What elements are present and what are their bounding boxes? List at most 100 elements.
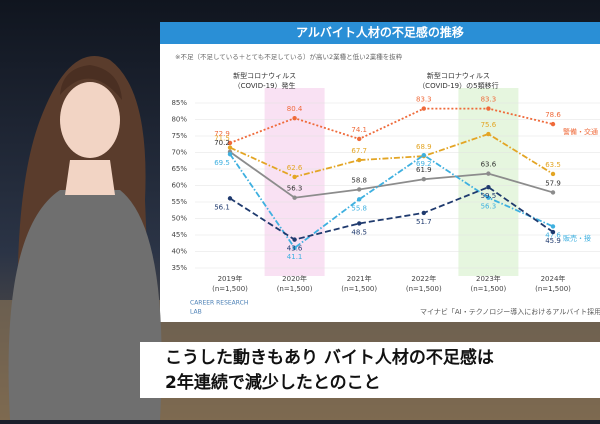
data-label: 48.5 bbox=[351, 228, 367, 236]
point bbox=[486, 131, 491, 137]
y-tick-label: 70% bbox=[171, 149, 187, 157]
annotation: （COVID-19）の5類移行 bbox=[418, 81, 498, 90]
caption: こうした動きもあり バイト人材の不足感は bbox=[165, 347, 494, 368]
data-label: 56.1 bbox=[214, 203, 230, 211]
point bbox=[357, 136, 362, 142]
data-label: 68.9 bbox=[416, 143, 432, 151]
point bbox=[292, 237, 297, 242]
annotation: 新型コロナウィルス bbox=[427, 71, 490, 80]
point bbox=[357, 197, 362, 202]
point bbox=[292, 195, 297, 200]
data-label: 59.5 bbox=[481, 192, 497, 200]
y-tick-label: 55% bbox=[171, 198, 187, 206]
point bbox=[550, 224, 556, 229]
y-tick-label: 60% bbox=[171, 182, 187, 190]
line bbox=[229, 107, 554, 144]
point bbox=[550, 171, 556, 177]
data-label: 69.2 bbox=[416, 160, 432, 168]
point bbox=[421, 152, 426, 158]
annotation: 新型コロナウィルス bbox=[233, 71, 296, 80]
x-tick-label: 2021年 bbox=[347, 274, 372, 283]
line bbox=[229, 186, 554, 241]
point bbox=[227, 151, 233, 157]
data-label: 55.8 bbox=[351, 204, 367, 212]
data-label: 57.9 bbox=[545, 179, 561, 187]
x-tick-label: 2024年 bbox=[541, 274, 566, 283]
point bbox=[357, 187, 362, 192]
x-tick-sublabel: (n=1,500) bbox=[212, 285, 248, 293]
point bbox=[421, 106, 426, 111]
caption-box bbox=[140, 342, 600, 398]
data-label: 80.4 bbox=[287, 105, 303, 113]
data-label: 71.5 bbox=[214, 135, 230, 143]
point bbox=[292, 115, 297, 121]
x-tick-sublabel: (n=1,500) bbox=[406, 285, 442, 293]
y-tick-label: 45% bbox=[171, 231, 187, 239]
point bbox=[421, 210, 426, 216]
data-label: 74.1 bbox=[351, 126, 367, 134]
data-label: 70.2 bbox=[214, 139, 230, 147]
y-tick-label: 50% bbox=[171, 215, 187, 223]
point bbox=[550, 229, 556, 235]
x-tick-sublabel: (n=1,500) bbox=[470, 285, 506, 293]
chart-panel bbox=[160, 22, 600, 322]
x-tick-label: 2020年 bbox=[282, 274, 307, 283]
point bbox=[292, 245, 297, 251]
y-tick-label: 85% bbox=[171, 99, 187, 107]
legend-label: 販売・接 bbox=[563, 233, 591, 242]
data-label: 45.9 bbox=[545, 237, 561, 245]
point bbox=[292, 174, 297, 180]
data-label: 43.6 bbox=[287, 245, 303, 253]
annotation: （COVID-19）発生 bbox=[234, 81, 296, 90]
data-label: 63.5 bbox=[545, 161, 561, 169]
x-tick-sublabel: (n=1,500) bbox=[277, 285, 313, 293]
x-tick-sublabel: (n=1,500) bbox=[341, 285, 377, 293]
data-label: 83.3 bbox=[481, 96, 497, 104]
chart-title: アルバイト人材の不足感の推移 bbox=[296, 25, 464, 40]
y-tick-label: 75% bbox=[171, 132, 187, 140]
caption: 2年連続で減少したとのこと bbox=[165, 372, 381, 393]
y-tick-label: 35% bbox=[171, 264, 187, 272]
point bbox=[550, 190, 556, 195]
data-label: 58.8 bbox=[351, 176, 367, 184]
line bbox=[229, 151, 554, 199]
logo: LAB bbox=[190, 309, 202, 316]
point bbox=[357, 221, 362, 226]
x-tick-label: 2019年 bbox=[218, 274, 243, 283]
logo: CAREER RESEARCH bbox=[190, 300, 248, 307]
data-label: 61.9 bbox=[416, 166, 432, 174]
y-tick-label: 40% bbox=[171, 248, 187, 256]
point bbox=[486, 171, 491, 176]
data-label: 69.5 bbox=[214, 159, 230, 167]
point bbox=[421, 177, 426, 182]
plot: 新型コロナウィルス（COVID-19）発生新型コロナウィルス（COVID-19）… bbox=[171, 71, 600, 293]
point bbox=[227, 145, 233, 150]
data-label: 41.1 bbox=[287, 253, 303, 261]
chart-subtitle: ※不足（不足している＋とても不足している）が高い2業種と低い2業種を抜粋 bbox=[175, 52, 403, 61]
point bbox=[486, 184, 491, 190]
point bbox=[227, 196, 233, 201]
data-label: 67.7 bbox=[351, 147, 367, 155]
y-tick-label: 65% bbox=[171, 165, 187, 173]
source: マイナビ「AI・テクノロジー導入におけるアルバイト採用状況」 bbox=[420, 307, 600, 316]
title-bar bbox=[160, 22, 600, 44]
data-label: 78.6 bbox=[545, 111, 561, 119]
y-tick-label: 80% bbox=[171, 116, 187, 124]
data-label: 63.6 bbox=[481, 161, 497, 169]
highlight-band bbox=[458, 88, 519, 276]
point bbox=[486, 195, 491, 200]
x-tick-sublabel: (n=1,500) bbox=[535, 285, 571, 293]
data-label: 72.9 bbox=[214, 130, 230, 138]
data-label: 56.3 bbox=[481, 203, 497, 211]
data-label: 56.3 bbox=[287, 185, 303, 193]
point bbox=[550, 121, 556, 127]
point bbox=[357, 157, 362, 163]
line bbox=[229, 133, 554, 178]
legend-label: 警備・交通 bbox=[563, 127, 598, 136]
presenter bbox=[8, 56, 162, 420]
data-label: 51.7 bbox=[416, 218, 432, 226]
data-label: 47.6 bbox=[545, 231, 561, 239]
data-label: 83.3 bbox=[416, 96, 432, 104]
